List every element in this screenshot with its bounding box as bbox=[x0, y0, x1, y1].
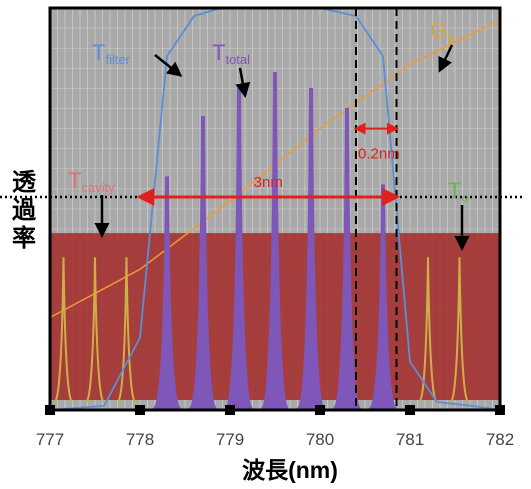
series-pointer-total bbox=[235, 67, 251, 98]
series-label-gain: Gp bbox=[430, 18, 454, 45]
x-axis-label: 波長(nm) bbox=[242, 457, 338, 483]
annotations: 3nm 0.2nm Tfilter Ttotal Tcavity Gp To bbox=[68, 18, 470, 251]
cavity-peaks bbox=[53, 257, 470, 403]
y-axis-label: 透過率 bbox=[12, 169, 37, 252]
x-tick-mark bbox=[495, 405, 505, 415]
x-tick-label: 781 bbox=[396, 430, 424, 449]
series-label-filter: Tfilter bbox=[92, 40, 131, 67]
x-tick-label: 782 bbox=[486, 430, 514, 449]
x-tick-mark bbox=[135, 405, 145, 415]
x-tick-label: 777 bbox=[36, 430, 64, 449]
total-peaks bbox=[152, 71, 398, 409]
x-tick-label: 780 bbox=[306, 430, 334, 449]
total-peak bbox=[296, 87, 326, 409]
span-3nm-label: 3nm bbox=[254, 174, 283, 191]
series-pointer-gain bbox=[438, 44, 454, 73]
total-peak bbox=[332, 108, 362, 409]
x-tick-mark bbox=[315, 405, 325, 415]
cavity-peak bbox=[418, 257, 438, 403]
x-tick-label: 778 bbox=[126, 430, 154, 449]
total-peak bbox=[260, 71, 290, 409]
total-peak bbox=[188, 116, 218, 409]
cavity-peak bbox=[53, 257, 74, 403]
x-tick-mark bbox=[225, 405, 235, 415]
total-peak bbox=[152, 176, 182, 409]
series-pointer-filter bbox=[154, 54, 183, 77]
series-label-total: Ttotal bbox=[212, 40, 250, 67]
cavity-peak bbox=[85, 257, 105, 403]
cavity-peak bbox=[449, 257, 470, 403]
plot-frame bbox=[48, 6, 502, 412]
series-label-cavity: Tcavity bbox=[68, 168, 115, 195]
x-tick-mark bbox=[405, 405, 415, 415]
x-tick-mark bbox=[45, 405, 55, 415]
span-02nm-label: 0.2nm bbox=[358, 146, 400, 163]
x-tick-labels: 777 778 779 780 781 782 bbox=[36, 405, 514, 449]
marker-lines bbox=[355, 8, 398, 410]
series-label-to: To bbox=[448, 178, 469, 205]
total-peak bbox=[368, 184, 398, 409]
x-tick-label: 779 bbox=[216, 430, 244, 449]
cavity-peak bbox=[116, 257, 137, 403]
